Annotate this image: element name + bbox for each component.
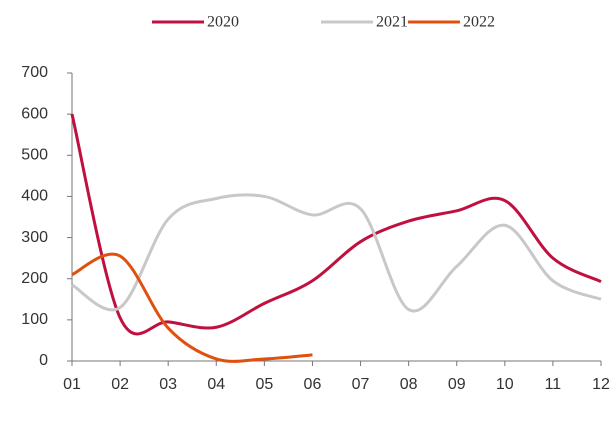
y-tick-label: 300 xyxy=(21,229,48,246)
x-tick-label: 02 xyxy=(111,376,129,393)
series-line xyxy=(70,113,602,336)
y-tick-label: 500 xyxy=(21,147,48,164)
x-tick-label: 07 xyxy=(352,376,370,393)
y-tick-label: 100 xyxy=(21,311,48,328)
y-tick-label: 0 xyxy=(39,352,48,369)
y-tick-label: 700 xyxy=(21,64,48,81)
series-line xyxy=(71,193,602,313)
x-tick-label: 03 xyxy=(159,376,177,393)
x-tick-label: 12 xyxy=(592,376,610,393)
legend-label: 2021 xyxy=(376,14,408,31)
legend-label: 2020 xyxy=(207,14,239,31)
x-tick-label: 01 xyxy=(63,376,81,393)
legend-label: 2022 xyxy=(463,14,495,31)
y-tick-label: 400 xyxy=(21,188,48,205)
x-tick-label: 06 xyxy=(304,376,322,393)
x-tick-label: 11 xyxy=(545,376,562,393)
x-tick-label: 04 xyxy=(207,376,225,393)
x-tick-label: 09 xyxy=(448,376,466,393)
x-tick-label: 08 xyxy=(400,376,418,393)
y-tick-label: 200 xyxy=(21,270,48,287)
y-tick-label: 600 xyxy=(21,105,48,122)
x-tick-label: 05 xyxy=(255,376,273,393)
x-tick-label: 10 xyxy=(496,376,514,393)
series-line xyxy=(71,252,313,363)
